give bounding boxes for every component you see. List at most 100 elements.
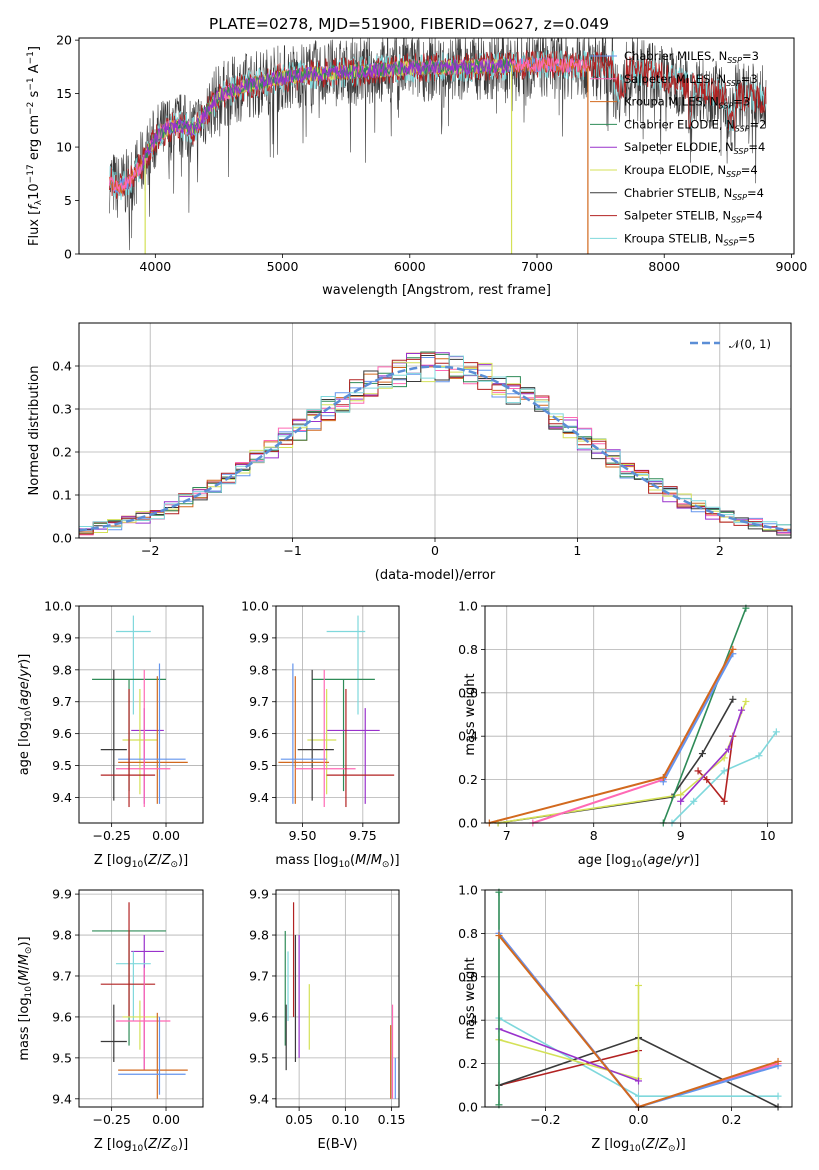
x-tick-label: 0.05 bbox=[285, 1112, 313, 1127]
x-tick-label: −0.25 bbox=[92, 1112, 130, 1127]
y-tick-label: 10.0 bbox=[44, 599, 72, 614]
y-tick-label: 9.6 bbox=[249, 726, 269, 741]
marker-chabrier-stelib bbox=[729, 695, 737, 703]
marker-salpeter-stelib bbox=[694, 767, 702, 775]
y-tick-label: 9.4 bbox=[249, 790, 269, 805]
marker-kroupa-stelib bbox=[720, 767, 728, 775]
x-tick-label: 9 bbox=[677, 828, 685, 843]
y-tick-label: 9.5 bbox=[249, 758, 269, 773]
series-chabrier-elodie bbox=[662, 607, 747, 824]
y-tick-label: 9.5 bbox=[52, 758, 72, 773]
marker-kroupa-stelib bbox=[774, 1092, 782, 1100]
y-tick-label: 9.9 bbox=[249, 630, 269, 645]
marker-kroupa-elodie bbox=[635, 981, 642, 989]
x-tick-label: 8 bbox=[590, 828, 598, 843]
y-tick-label: 9.7 bbox=[52, 968, 72, 983]
marker-salpeter-elodie bbox=[725, 745, 733, 753]
x-tick-label: 9.75 bbox=[349, 828, 377, 843]
y-axis-label: mass [log10(M/M⊙)] bbox=[17, 936, 34, 1060]
frame-mass-vs-ebv: 0.05 0.10 0.15 9.4 9.5 9.6 9.7 9.8 9.9 bbox=[249, 887, 405, 1127]
marker-salpeter-elodie bbox=[635, 1077, 642, 1085]
y-tick-label: 0.8 bbox=[458, 926, 478, 941]
y-tick-label: 9.6 bbox=[52, 1009, 72, 1024]
y-tick-label: 0.2 bbox=[52, 445, 72, 460]
y-tick-label: 9.5 bbox=[52, 1050, 72, 1065]
spectrum-salpeter-elodie bbox=[142, 58, 513, 171]
x-axis-label: (data-model)/error bbox=[375, 568, 496, 583]
y-tick-label: 20 bbox=[56, 33, 72, 48]
y-tick-label: 1.0 bbox=[458, 883, 478, 898]
y-tick-label: 9.9 bbox=[52, 887, 72, 902]
y-tick-label: 9.7 bbox=[249, 968, 269, 983]
marker-kroupa-elodie bbox=[742, 697, 750, 705]
x-tick-label: 0 bbox=[431, 543, 439, 558]
x-tick-label: 0.00 bbox=[152, 828, 180, 843]
frame-residuals: −2 −1 0 1 2 0.0 0.1 0.2 0.3 0.4 bbox=[52, 322, 792, 558]
y-tick-label: 0.0 bbox=[52, 531, 72, 546]
x-axis-label: wavelength [Angstrom, rest frame] bbox=[322, 283, 551, 298]
marker-kroupa-miles bbox=[729, 645, 737, 653]
x-tick-label: 5000 bbox=[267, 259, 299, 274]
frame-age-vs-mass: 9.50 9.75 9.4 9.5 9.6 9.7 9.8 9.9 10.0 bbox=[241, 599, 400, 843]
y-tick-label: 0.4 bbox=[458, 729, 478, 744]
spectrum-plot bbox=[109, 38, 767, 254]
y-tick-label: 9.6 bbox=[249, 1009, 269, 1024]
marker-kroupa-miles bbox=[659, 773, 667, 781]
residual-legend: 𝒩(0, 1) bbox=[690, 337, 771, 351]
y-tick-label: 9.7 bbox=[52, 694, 72, 709]
legend-label-chabrier-stelib: Chabrier STELIB, NSSP=4 bbox=[624, 186, 764, 202]
series-salpeter-stelib bbox=[498, 1049, 639, 1087]
y-tick-label: 10 bbox=[56, 140, 72, 155]
marker-kroupa-miles bbox=[774, 1057, 782, 1065]
series-salpeter-elodie bbox=[498, 1028, 639, 1082]
x-axis-label: mass [log10(M/M⊙)] bbox=[275, 853, 399, 870]
x-tick-label: 9.50 bbox=[289, 828, 317, 843]
y-tick-label: 9.9 bbox=[249, 887, 269, 902]
spectrum-legend: Chabrier MILES, NSSP=3 Salpeter MILES, NS… bbox=[590, 49, 766, 247]
y-tick-label: 0.6 bbox=[458, 969, 478, 984]
figure-title: PLATE=0278, MJD=51900, FIBERID=0627, z=0… bbox=[209, 15, 609, 33]
y-tick-label: 5 bbox=[64, 193, 72, 208]
y-tick-label: 1.0 bbox=[458, 599, 478, 614]
x-axis-label: Z [log10(Z/Z⊙)] bbox=[591, 1137, 685, 1154]
series-kroupa-elodie bbox=[498, 985, 640, 1080]
legend-label-kroupa-miles: Kroupa MILES, NSSP=3 bbox=[624, 95, 750, 111]
y-tick-label: 9.5 bbox=[249, 1050, 269, 1065]
y-axis-label: Flux [fλ10−17 erg cm−2 s−1 A−1] bbox=[26, 46, 44, 246]
axes-age-vs-Z bbox=[79, 605, 203, 823]
y-tick-label: 0.1 bbox=[52, 488, 72, 503]
marker-chabrier-stelib bbox=[698, 750, 706, 758]
y-axis-label: age [log10(age/yr)] bbox=[17, 654, 34, 776]
frame-spectrum: 4000 5000 6000 7000 8000 9000 0 5 10 15 20 bbox=[56, 33, 807, 274]
y-axis-label: Normed distribution bbox=[27, 366, 42, 496]
x-tick-label: 7000 bbox=[521, 259, 553, 274]
y-tick-label: 9.6 bbox=[52, 726, 72, 741]
axes-mass-vs-ebv bbox=[276, 890, 399, 1107]
axes-mass-vs-Z bbox=[79, 890, 203, 1107]
y-tick-label: 0.4 bbox=[458, 1013, 478, 1028]
marker-kroupa-miles bbox=[495, 932, 503, 940]
x-tick-label: 6000 bbox=[394, 259, 426, 274]
x-tick-label: −0.2 bbox=[530, 1112, 560, 1127]
x-tick-label: 0.0 bbox=[629, 1112, 649, 1127]
y-tick-label: 10.0 bbox=[241, 599, 269, 614]
y-tick-label: 9.8 bbox=[249, 662, 269, 677]
frame-weight-vs-age: 7 8 9 10 0.0 0.2 0.4 0.6 0.8 1.0 bbox=[458, 599, 793, 843]
x-tick-label: 9000 bbox=[776, 259, 808, 274]
y-tick-label: 0.0 bbox=[458, 1100, 478, 1115]
x-tick-label: 0.2 bbox=[722, 1112, 742, 1127]
axes-frame bbox=[484, 605, 793, 824]
spectrum-lines bbox=[109, 38, 767, 254]
lines-weight-vs-age bbox=[485, 604, 780, 827]
axes-frame bbox=[78, 605, 204, 824]
y-tick-label: 9.4 bbox=[52, 790, 72, 805]
x-tick-label: −1 bbox=[283, 543, 301, 558]
legend-label-normal: 𝒩(0, 1) bbox=[729, 337, 771, 351]
x-tick-label: 2 bbox=[716, 543, 724, 558]
y-tick-label: 0.2 bbox=[458, 1056, 478, 1071]
frame-mass-vs-Z: −0.25 0.00 9.4 9.5 9.6 9.7 9.8 9.9 bbox=[52, 887, 204, 1127]
y-tick-label: 0.8 bbox=[458, 642, 478, 657]
legend-label-chabrier-elodie: Chabrier ELODIE, NSSP=2 bbox=[624, 117, 766, 133]
y-tick-label: 0.3 bbox=[52, 402, 72, 417]
histograms bbox=[79, 351, 791, 537]
